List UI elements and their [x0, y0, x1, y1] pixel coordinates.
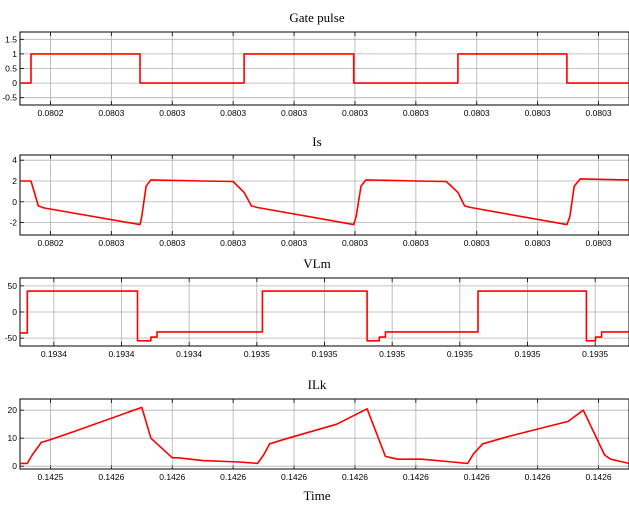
panel-is: 0.0802 0.0803 0.0803 0.0803 0.0803 0.0803 0.08… [9, 154, 629, 248]
x-tick-label: 0.0803 [586, 238, 612, 248]
panel-title-ilk: ILk [308, 377, 327, 392]
x-axis-label-time: Time [304, 488, 331, 503]
x-tick-label: 0.1934 [41, 349, 67, 359]
x-tick-label: 0.0803 [586, 108, 612, 118]
x-tick-label: 0.0802 [37, 238, 63, 248]
y-tick-label: 0 [12, 307, 17, 317]
series-line [20, 178, 629, 226]
x-tick-label: 0.1934 [109, 349, 135, 359]
y-tick-label: 4 [12, 155, 17, 165]
x-tick-label: 0.1935 [582, 349, 608, 359]
y-tick-label: -0.5 [2, 93, 17, 103]
y-tick-label: 2 [12, 176, 17, 186]
x-tick-label: 0.0803 [525, 238, 551, 248]
x-tick-label: 0.1935 [312, 349, 338, 359]
x-tick-label: 0.1426 [281, 472, 307, 482]
x-tick-label: 0.1426 [586, 472, 612, 482]
plot-frame [19, 398, 629, 470]
plot-frame [19, 31, 629, 106]
x-tick-label: 0.0803 [464, 108, 490, 118]
x-tick-label: 0.0803 [464, 238, 490, 248]
panel-title-is: Is [312, 134, 321, 149]
x-tick-label: 0.1426 [98, 472, 124, 482]
x-tick-label: 0.0802 [37, 108, 63, 118]
x-tick-label: 0.0803 [98, 108, 124, 118]
x-tick-label: 0.0803 [342, 238, 368, 248]
series-line [20, 290, 629, 342]
y-tick-label: 0 [12, 78, 17, 88]
x-tick-label: 0.0803 [220, 238, 246, 248]
panel-vlm: 0.1934 0.1934 0.1934 0.1935 0.1935 0.1935 0.19… [5, 277, 629, 359]
x-tick-label: 0.1935 [379, 349, 405, 359]
y-tick-label: 0 [12, 461, 17, 471]
y-tick-label: 20 [8, 405, 18, 415]
x-tick-label: 0.1426 [525, 472, 551, 482]
x-tick-label: 0.0803 [281, 108, 307, 118]
x-tick-label: 0.1426 [464, 472, 490, 482]
x-tick-label: 0.1426 [220, 472, 246, 482]
x-tick-label: 0.1426 [403, 472, 429, 482]
x-tick-label: 0.1934 [176, 349, 202, 359]
y-tick-label: 0 [12, 197, 17, 207]
x-tick-label: 0.1935 [447, 349, 473, 359]
plot-frame [19, 154, 629, 236]
x-tick-label: 0.1425 [37, 472, 63, 482]
x-tick-label: 0.0803 [525, 108, 551, 118]
y-tick-label: 10 [8, 433, 18, 443]
y-tick-label: 1.5 [5, 34, 17, 44]
x-tick-label: 0.1935 [515, 349, 541, 359]
series-line [20, 406, 629, 465]
x-tick-label: 0.1426 [342, 472, 368, 482]
panel-title-vlm: VLm [303, 256, 330, 271]
panel-ilk: 0.1425 0.1426 0.1426 0.1426 0.1426 0.1426 0.14… [8, 398, 629, 482]
x-tick-label: 0.0803 [403, 108, 429, 118]
x-tick-label: 0.0803 [98, 238, 124, 248]
y-tick-label: -2 [9, 218, 17, 228]
x-tick-label: 0.0803 [403, 238, 429, 248]
plot-frame [19, 277, 629, 347]
panel-title-gate-pulse: Gate pulse [289, 10, 344, 25]
x-tick-label: 0.0803 [159, 108, 185, 118]
panel-gate-pulse: 0.0802 0.0803 0.0803 0.0803 0.0803 0.0803 0.08… [2, 31, 629, 118]
series-line [20, 53, 629, 84]
y-tick-label: 50 [8, 281, 18, 291]
x-tick-label: 0.1426 [159, 472, 185, 482]
x-tick-label: 0.0803 [159, 238, 185, 248]
x-tick-label: 0.0803 [342, 108, 368, 118]
x-tick-label: 0.0803 [220, 108, 246, 118]
y-tick-label: 1 [12, 49, 17, 59]
y-tick-label: 0.5 [5, 64, 17, 74]
y-tick-label: -50 [5, 333, 18, 343]
x-tick-label: 0.1935 [244, 349, 270, 359]
x-tick-label: 0.0803 [281, 238, 307, 248]
